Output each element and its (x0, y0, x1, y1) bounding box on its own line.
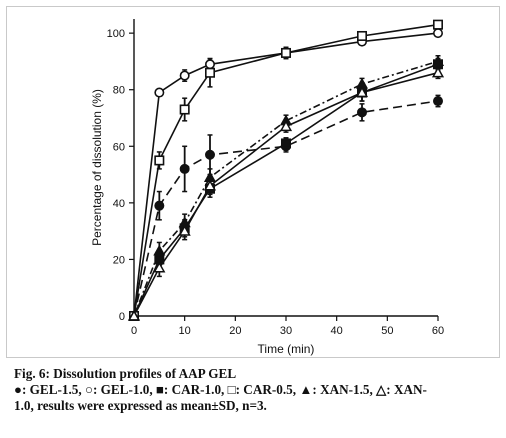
data-point-xan-1.5 (153, 244, 166, 256)
series-line-xan-1.5 (133, 60, 439, 317)
chart-frame: 0 10 20 30 40 50 60 0 20 40 60 80 100 Time (min) Perce… (6, 6, 500, 358)
data-point-car-1.0 (280, 138, 291, 149)
series-line-gel-1.5 (133, 100, 439, 317)
data-point-car-0.5 (432, 19, 443, 30)
y-axis-title: Percentage of dissolution (%) (90, 89, 104, 246)
series-line-xan-1.0 (133, 71, 439, 317)
series-line-car-1.0 (133, 63, 439, 317)
dissolution-chart: 0 10 20 30 40 50 60 0 20 40 60 80 100 Time (min) Perce… (90, 19, 445, 356)
y-tick-label: 0 (119, 311, 125, 323)
data-point-gel-1.5 (432, 96, 443, 107)
data-point-car-0.5 (154, 155, 165, 166)
data-point-xan-1.0 (279, 120, 293, 132)
data-point-car-0.5 (280, 47, 291, 58)
caption-title: Fig. 6: Dissolution profiles of AAP GEL (14, 366, 237, 381)
x-axis-title: Time (min) (258, 342, 315, 356)
x-tick-label: 50 (381, 325, 393, 337)
data-point-xan-1.0 (153, 261, 166, 273)
x-tick-label: 30 (280, 325, 292, 337)
x-tick-label: 40 (331, 325, 343, 337)
x-tick-label: 0 (131, 325, 137, 337)
data-point-gel-1.0 (179, 70, 190, 81)
figure-caption: Fig. 6: Dissolution profiles of AAP GEL … (14, 366, 500, 414)
y-tick-label: 20 (113, 254, 125, 266)
data-point-gel-1.0 (205, 59, 216, 70)
series-line-car-0.5 (133, 23, 439, 317)
x-tick-label: 10 (179, 325, 191, 337)
y-tick-label: 80 (113, 85, 125, 97)
data-point-gel-1.5 (179, 163, 190, 174)
data-point-car-0.5 (356, 30, 367, 41)
data-point-gel-1.0 (432, 28, 443, 39)
x-tick-label: 60 (432, 325, 444, 337)
data-point-xan-1.5 (431, 55, 445, 67)
data-point-xan-1.0 (355, 86, 369, 98)
y-tick-label: 60 (113, 141, 125, 153)
caption-legend-line-1: ●: GEL-1.5, ○: GEL-1.0, ■: CAR-1.0, □: C… (14, 382, 427, 397)
y-tick-label: 40 (113, 198, 125, 210)
data-point-xan-1.0 (203, 179, 217, 191)
data-point-car-0.5 (205, 67, 216, 78)
data-point-gel-1.5 (154, 200, 165, 211)
data-point-gel-1.0 (154, 87, 165, 98)
data-point-car-0.5 (179, 104, 190, 115)
data-point-xan-1.0 (127, 309, 141, 321)
y-tick-label: 100 (107, 28, 125, 40)
data-point-gel-1.5 (356, 107, 367, 118)
data-point-xan-1.0 (431, 66, 445, 78)
caption-legend-line-2: 1.0, results were expressed as mean±SD, … (14, 398, 267, 413)
data-point-gel-1.5 (205, 149, 216, 160)
x-tick-label: 20 (229, 325, 241, 337)
data-point-xan-1.0 (178, 224, 191, 236)
